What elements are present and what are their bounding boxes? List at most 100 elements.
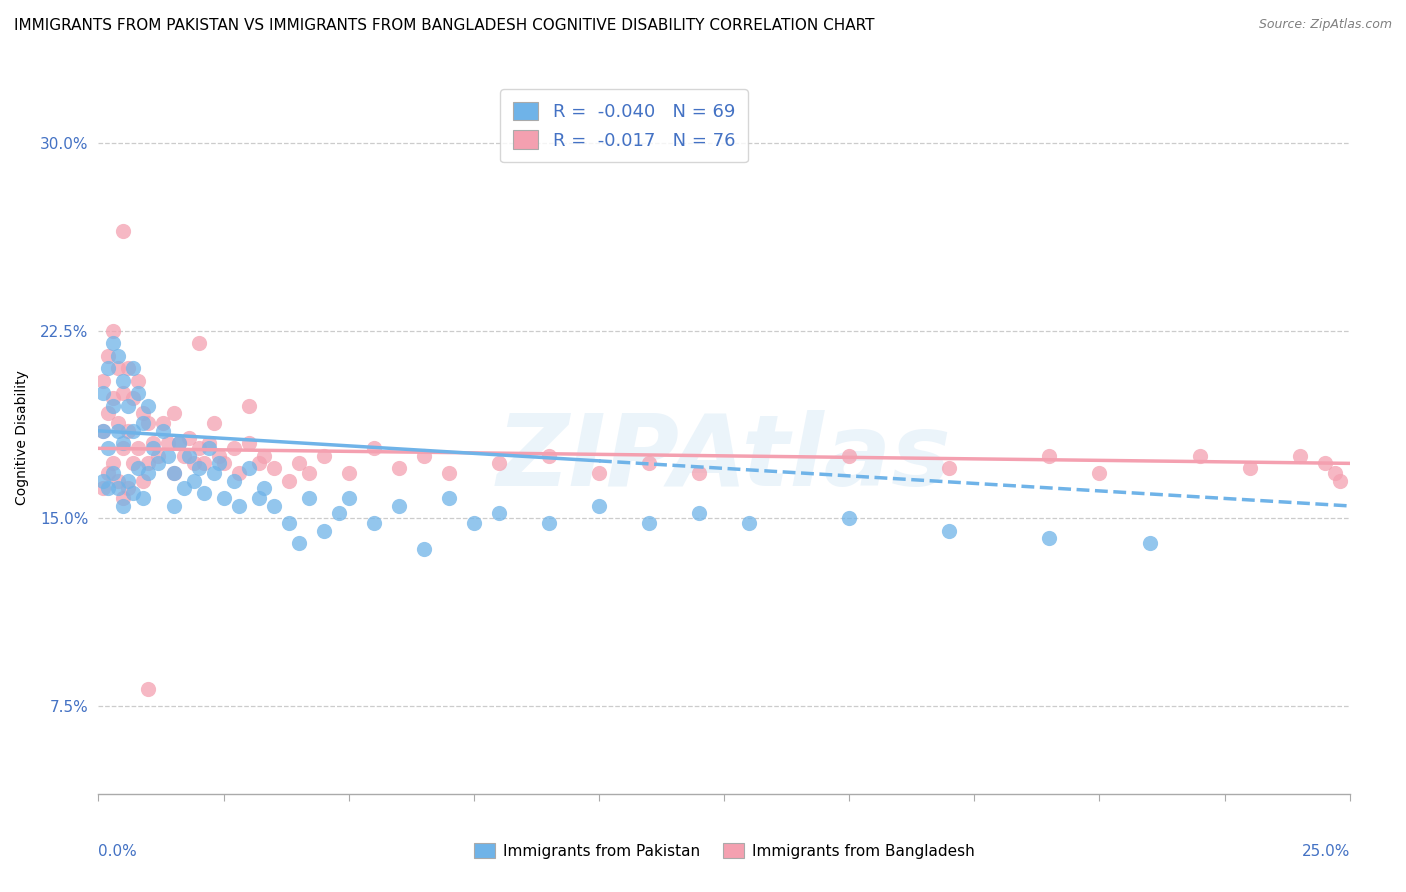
Point bbox=[187, 442, 209, 456]
Point bbox=[97, 406, 120, 420]
Point bbox=[122, 424, 145, 438]
Point bbox=[207, 456, 229, 470]
Point bbox=[183, 474, 205, 488]
Point bbox=[312, 449, 335, 463]
Point bbox=[488, 456, 510, 470]
Point bbox=[337, 491, 360, 506]
Point bbox=[337, 467, 360, 481]
Point bbox=[1038, 532, 1060, 546]
Point bbox=[222, 474, 245, 488]
Point bbox=[212, 491, 235, 506]
Point bbox=[238, 399, 260, 413]
Point bbox=[238, 461, 260, 475]
Text: ZIPAtlas: ZIPAtlas bbox=[496, 410, 952, 507]
Point bbox=[1288, 449, 1310, 463]
Point bbox=[247, 456, 270, 470]
Point bbox=[263, 461, 285, 475]
Point bbox=[463, 516, 485, 531]
Point bbox=[838, 511, 860, 525]
Point bbox=[202, 467, 225, 481]
Point bbox=[162, 406, 184, 420]
Point bbox=[212, 456, 235, 470]
Point bbox=[112, 436, 135, 450]
Point bbox=[1313, 456, 1336, 470]
Point bbox=[132, 491, 155, 506]
Point bbox=[202, 417, 225, 431]
Point bbox=[363, 516, 385, 531]
Point bbox=[638, 516, 661, 531]
Point bbox=[263, 499, 285, 513]
Point bbox=[148, 456, 170, 470]
Point bbox=[228, 499, 250, 513]
Point bbox=[193, 486, 215, 500]
Text: 0.0%: 0.0% bbox=[98, 844, 138, 859]
Point bbox=[97, 482, 120, 496]
Point bbox=[588, 499, 610, 513]
Point bbox=[738, 516, 761, 531]
Point bbox=[93, 386, 115, 401]
Point bbox=[138, 467, 160, 481]
Point bbox=[688, 507, 710, 521]
Point bbox=[152, 424, 174, 438]
Point bbox=[328, 507, 350, 521]
Point bbox=[97, 349, 120, 363]
Point bbox=[412, 449, 434, 463]
Y-axis label: Cognitive Disability: Cognitive Disability bbox=[15, 369, 30, 505]
Point bbox=[103, 324, 125, 338]
Point bbox=[138, 681, 160, 696]
Text: 25.0%: 25.0% bbox=[1302, 844, 1350, 859]
Point bbox=[107, 361, 129, 376]
Point bbox=[107, 424, 129, 438]
Point bbox=[107, 417, 129, 431]
Point bbox=[173, 482, 195, 496]
Point bbox=[112, 386, 135, 401]
Point bbox=[93, 374, 115, 388]
Point bbox=[167, 436, 190, 450]
Point bbox=[277, 516, 299, 531]
Point bbox=[103, 456, 125, 470]
Point bbox=[103, 336, 125, 351]
Point bbox=[638, 456, 661, 470]
Point bbox=[122, 361, 145, 376]
Point bbox=[183, 456, 205, 470]
Point bbox=[187, 336, 209, 351]
Point bbox=[162, 499, 184, 513]
Point bbox=[197, 436, 219, 450]
Point bbox=[122, 391, 145, 405]
Point bbox=[127, 461, 149, 475]
Point bbox=[117, 424, 139, 438]
Point bbox=[122, 486, 145, 500]
Point bbox=[312, 524, 335, 538]
Point bbox=[363, 442, 385, 456]
Point bbox=[142, 442, 165, 456]
Point bbox=[437, 467, 460, 481]
Point bbox=[298, 467, 321, 481]
Point bbox=[197, 442, 219, 456]
Point bbox=[162, 467, 184, 481]
Point bbox=[117, 361, 139, 376]
Point bbox=[112, 491, 135, 506]
Point bbox=[228, 467, 250, 481]
Point bbox=[177, 449, 200, 463]
Legend: Immigrants from Pakistan, Immigrants from Bangladesh: Immigrants from Pakistan, Immigrants fro… bbox=[468, 837, 980, 864]
Point bbox=[117, 474, 139, 488]
Point bbox=[1329, 474, 1351, 488]
Point bbox=[103, 467, 125, 481]
Point bbox=[238, 436, 260, 450]
Point bbox=[1038, 449, 1060, 463]
Point bbox=[437, 491, 460, 506]
Point bbox=[157, 449, 180, 463]
Point bbox=[97, 442, 120, 456]
Point bbox=[107, 482, 129, 496]
Point bbox=[1139, 536, 1161, 550]
Point bbox=[148, 449, 170, 463]
Point bbox=[112, 442, 135, 456]
Point bbox=[277, 474, 299, 488]
Text: Source: ZipAtlas.com: Source: ZipAtlas.com bbox=[1258, 18, 1392, 31]
Text: IMMIGRANTS FROM PAKISTAN VS IMMIGRANTS FROM BANGLADESH COGNITIVE DISABILITY CORR: IMMIGRANTS FROM PAKISTAN VS IMMIGRANTS F… bbox=[14, 18, 875, 33]
Point bbox=[112, 374, 135, 388]
Point bbox=[132, 474, 155, 488]
Point bbox=[838, 449, 860, 463]
Point bbox=[193, 456, 215, 470]
Point bbox=[97, 467, 120, 481]
